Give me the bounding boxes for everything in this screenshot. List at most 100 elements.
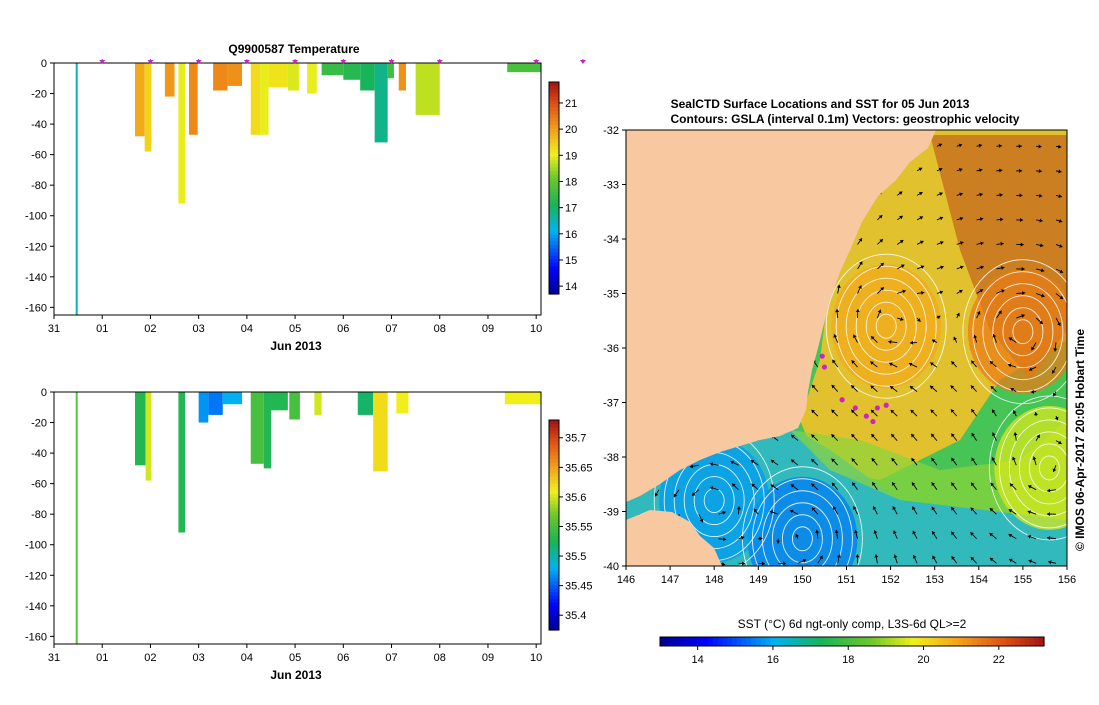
- x-tick-label: 02: [144, 652, 156, 664]
- colorbar-segment: [549, 609, 559, 613]
- colorbar-segment: [549, 574, 559, 578]
- map-area: [626, 130, 1099, 611]
- sst-map-chart: SealCTD Surface Locations and SST for 05…: [603, 97, 1099, 666]
- colorbar-segment: [549, 434, 559, 438]
- sst-colorbar-segment: [890, 637, 895, 646]
- map-x-tick-label: 146: [617, 574, 635, 586]
- sst-colorbar-segment: [996, 637, 1001, 646]
- colorbar-segment: [549, 107, 559, 111]
- x-tick-label: 10: [530, 652, 542, 664]
- map-y-tick-label: -40: [603, 561, 619, 573]
- sst-colorbar-segment: [862, 637, 867, 646]
- sst-colorbar-segment: [746, 637, 751, 646]
- sst-colorbar-segment: [794, 637, 799, 646]
- profile-bar: [322, 63, 344, 75]
- colorbar-segment: [549, 259, 559, 263]
- profile-bar: [375, 63, 388, 142]
- sst-colorbar-segment: [958, 637, 963, 646]
- colorbar-segment: [549, 89, 559, 93]
- colorbar-segment: [549, 149, 559, 153]
- sst-colorbar-segment: [895, 637, 900, 646]
- colorbar-segment: [549, 452, 559, 456]
- sst-colorbar-segment: [943, 637, 948, 646]
- map-y-tick-label: -35: [603, 289, 619, 301]
- colorbar-segment: [549, 139, 559, 143]
- colorbar-segment: [549, 160, 559, 164]
- map-y-tick-label: -32: [603, 125, 619, 137]
- plot-frame: [54, 63, 541, 315]
- map-x-tick-label: 151: [837, 574, 855, 586]
- colorbar-segment: [549, 227, 559, 231]
- colorbar-segment: [549, 550, 559, 554]
- sst-colorbar-segment: [727, 637, 732, 646]
- colorbar-segment: [549, 209, 559, 213]
- x-tick-label: 06: [337, 323, 349, 335]
- y-tick-label: 0: [41, 387, 47, 399]
- profile-bar: [314, 392, 321, 415]
- colorbar-segment: [549, 546, 559, 550]
- map-y-tick-label: -34: [603, 234, 619, 246]
- sst-colorbar-segment: [1025, 637, 1030, 646]
- colorbar-segment: [549, 181, 559, 185]
- profile-bar: [228, 63, 242, 86]
- colorbar-segment: [549, 501, 559, 505]
- colorbar-segment: [549, 518, 559, 522]
- sst-colorbar-segment: [857, 637, 862, 646]
- y-tick-label: -100: [25, 540, 47, 552]
- sst-colorbar-segment: [670, 637, 675, 646]
- salinity-profiles: [76, 392, 587, 644]
- colorbar-segment: [549, 564, 559, 568]
- colorbar-segment: [549, 592, 559, 596]
- colorbar-segment: [549, 223, 559, 227]
- colorbar-segment: [549, 174, 559, 178]
- colorbar-segment: [549, 581, 559, 585]
- map-x-tick-label: 147: [661, 574, 679, 586]
- sst-colorbar-segment: [991, 637, 996, 646]
- y-tick-label: -40: [31, 119, 47, 131]
- profile-bar: [76, 392, 78, 644]
- y-tick-label: -140: [25, 272, 47, 284]
- sst-colorbar-segment: [766, 637, 771, 646]
- colorbar-segment: [549, 602, 559, 606]
- plot-frame: [54, 392, 541, 644]
- sst-colorbar-segment: [910, 637, 915, 646]
- sst-colorbar-segment: [679, 637, 684, 646]
- x-tick-label: 01: [96, 652, 108, 664]
- colorbar-segment: [549, 124, 559, 128]
- sst-colorbar-segment: [737, 637, 742, 646]
- colorbar-segment: [549, 543, 559, 547]
- colorbar-segment: [549, 237, 559, 241]
- colorbar-segment: [549, 553, 559, 557]
- seal-location-marker: [864, 414, 869, 419]
- colorbar-segment: [549, 131, 559, 135]
- colorbar-tick-label: 35.45: [565, 581, 593, 593]
- colorbar-segment: [549, 241, 559, 245]
- colorbar-segment: [549, 420, 559, 424]
- colorbar-segment: [549, 529, 559, 533]
- seal-location-marker: [822, 364, 827, 369]
- colorbar-segment: [549, 199, 559, 203]
- sst-colorbar-segment: [703, 637, 708, 646]
- temperature-profiles: [76, 63, 587, 315]
- sst-colorbar-segment: [905, 637, 910, 646]
- colorbar-segment: [549, 515, 559, 519]
- profile-bar: [260, 63, 268, 135]
- sst-colorbar-segment: [833, 637, 838, 646]
- colorbar-segment: [549, 96, 559, 100]
- sst-colorbar-segment: [881, 637, 886, 646]
- colorbar-segment: [549, 508, 559, 512]
- y-tick-label: -80: [31, 509, 47, 521]
- sst-colorbar-segment: [665, 637, 670, 646]
- colorbar-tick-label: 16: [565, 229, 577, 241]
- sst-colorbar-segment: [674, 637, 679, 646]
- colorbar-segment: [549, 504, 559, 508]
- sst-colorbar-segment: [751, 637, 756, 646]
- colorbar-segment: [549, 441, 559, 445]
- map-credit: © IMOS 06-Apr-2017 20:05 Hobart Time: [1073, 329, 1087, 551]
- colorbar-segment: [549, 287, 559, 291]
- profile-bar: [288, 63, 299, 90]
